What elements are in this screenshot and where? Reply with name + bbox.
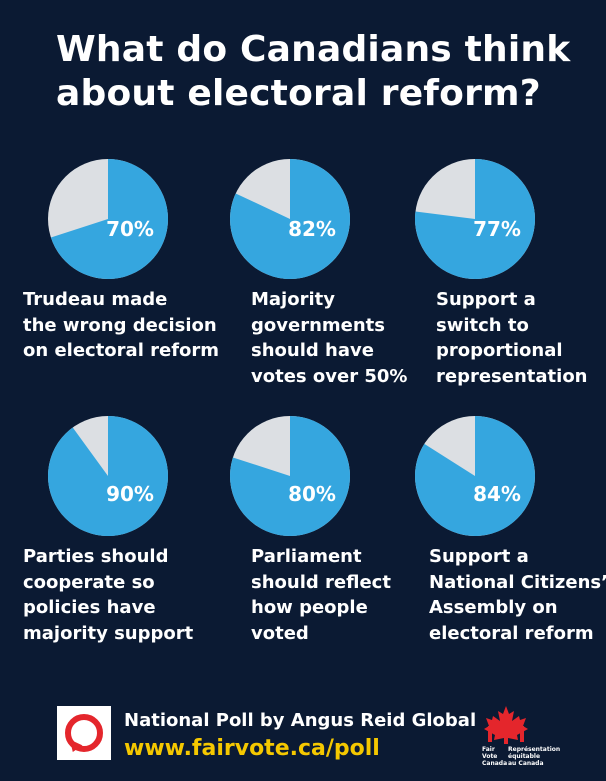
org-fr-1: Représentation bbox=[508, 746, 561, 753]
caption-5-line-3: how people bbox=[251, 597, 368, 618]
pie-6-percent-label: 84% bbox=[473, 482, 521, 506]
pie-4-percent-label: 90% bbox=[106, 482, 154, 506]
pie-3-main-slice bbox=[414, 159, 535, 279]
caption-4-line-1: Parties should bbox=[23, 546, 169, 567]
page-title: What do Canadians think about electoral … bbox=[56, 28, 586, 116]
pie-2-percent-label: 82% bbox=[288, 217, 336, 241]
pie-5-percent-label: 80% bbox=[288, 482, 336, 506]
pie-3-percent-label: 77% bbox=[473, 217, 521, 241]
caption-5: Parliament should reflect how people vot… bbox=[251, 544, 391, 646]
caption-1: Trudeau made the wrong decision on elect… bbox=[23, 287, 219, 364]
caption-4-line-3: policies have bbox=[23, 597, 156, 618]
title-line-2: about electoral reform? bbox=[56, 73, 541, 114]
caption-1-line-2: the wrong decision bbox=[23, 314, 217, 336]
maple-leaf-icon bbox=[484, 706, 528, 744]
caption-3: Support a switch to proportional represe… bbox=[436, 287, 588, 389]
pie-1-percent-label: 70% bbox=[106, 217, 154, 241]
fair-vote-canada-logo: Fair Vote Canada Représentation équitabl… bbox=[476, 704, 566, 774]
caption-6: Support a National Citizens’ Assembly on… bbox=[429, 544, 606, 646]
org-en-3: Canada bbox=[482, 760, 508, 767]
poll-url-link[interactable]: www.fairvote.ca/poll bbox=[124, 736, 380, 761]
org-fr-2: équitable bbox=[508, 753, 541, 760]
caption-4-line-4: majority support bbox=[23, 622, 194, 644]
caption-3-line-2: switch to bbox=[436, 314, 529, 336]
caption-1-line-1: Trudeau made bbox=[23, 289, 168, 310]
pie-5-main-slice bbox=[230, 416, 350, 537]
caption-3-line-1: Support a bbox=[436, 289, 536, 310]
caption-6-line-4: electoral reform bbox=[429, 622, 594, 644]
org-fr-3: au Canada bbox=[508, 760, 544, 767]
poll-source-text: National Poll by Angus Reid Global bbox=[124, 710, 477, 731]
pie-1-main-slice bbox=[50, 159, 168, 279]
caption-2-line-3: should have bbox=[251, 340, 374, 361]
org-name-en: Fair Vote Canada bbox=[482, 746, 507, 767]
caption-3-line-3: proportional bbox=[436, 340, 563, 361]
caption-5-line-1: Parliament bbox=[251, 546, 362, 567]
caption-5-line-2: should reflect bbox=[251, 571, 391, 593]
caption-5-line-4: voted bbox=[251, 622, 309, 644]
caption-2-line-2: governments bbox=[251, 314, 385, 336]
caption-6-line-2: National Citizens’ bbox=[429, 571, 606, 593]
caption-2-line-4: votes over 50% bbox=[251, 365, 408, 387]
caption-6-line-1: Support a bbox=[429, 546, 529, 567]
title-line-1: What do Canadians think bbox=[56, 29, 571, 70]
org-name-fr: Représentation équitable au Canada bbox=[508, 746, 560, 767]
org-en-2: Vote bbox=[482, 753, 498, 760]
caption-2-line-1: Majority bbox=[251, 289, 335, 310]
pie-4-main-slice bbox=[47, 416, 168, 536]
caption-3-line-4: representation bbox=[436, 365, 588, 387]
footer: National Poll by Angus Reid Global www.f… bbox=[0, 696, 606, 781]
caption-2: Majority governments should have votes o… bbox=[251, 287, 407, 389]
caption-4-line-2: cooperate so bbox=[23, 571, 155, 593]
caption-1-line-3: on electoral reform bbox=[23, 340, 220, 361]
caption-6-line-3: Assembly on bbox=[429, 597, 558, 618]
pie-6-main-slice bbox=[415, 416, 535, 537]
org-en-1: Fair bbox=[482, 746, 495, 753]
caption-4: Parties should cooperate so policies hav… bbox=[23, 544, 193, 646]
speech-bubble-icon bbox=[57, 706, 111, 760]
pie-2-main-slice bbox=[230, 159, 351, 279]
